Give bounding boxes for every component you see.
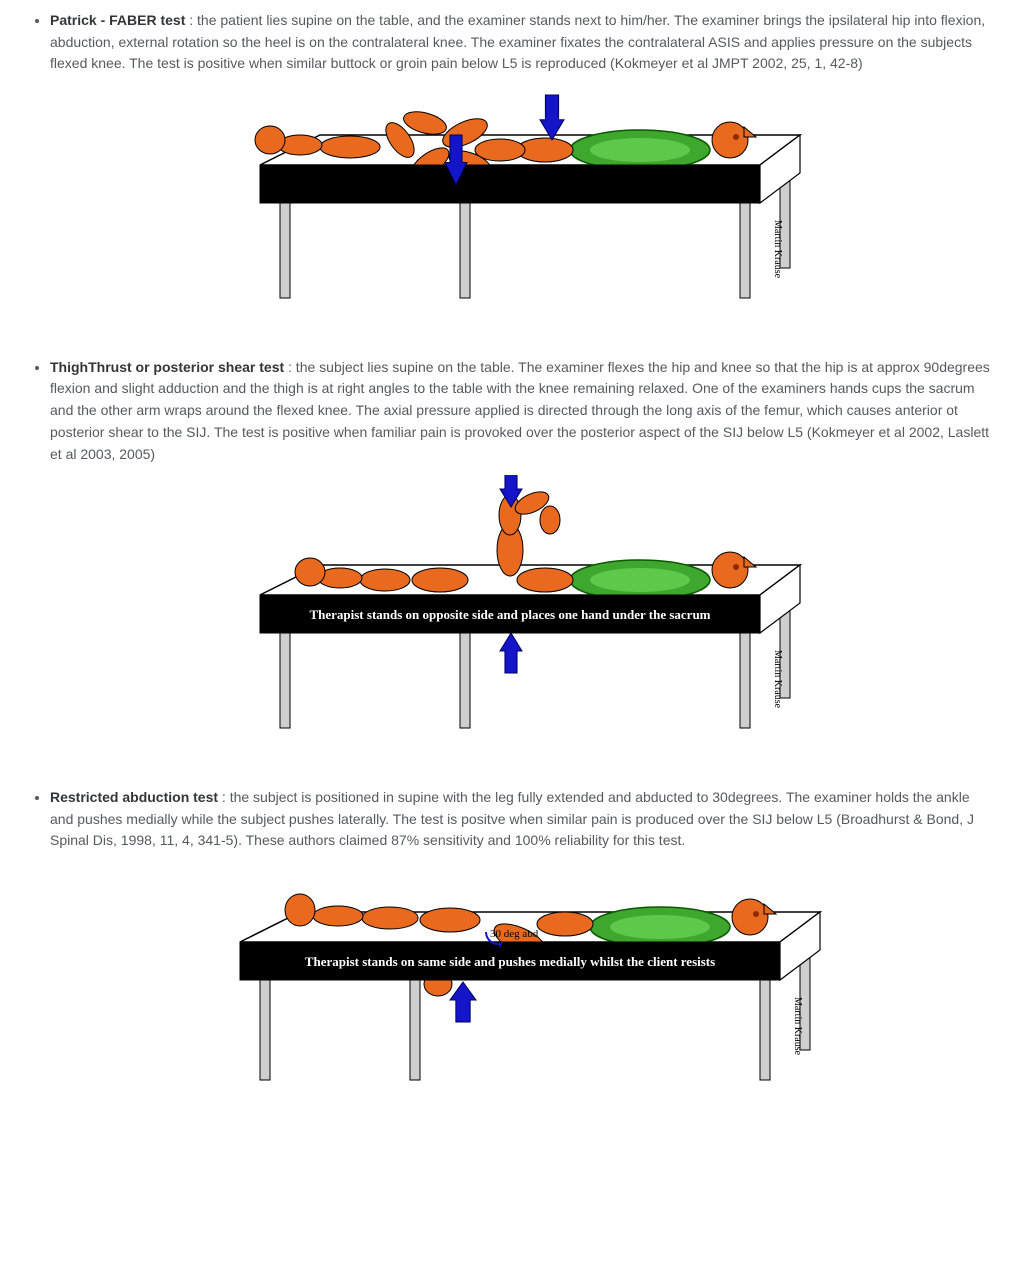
test-item: Restricted abduction test : the subject … bbox=[50, 787, 990, 1129]
svg-text:Martin Krause: Martin Krause bbox=[772, 650, 783, 709]
test-title: Restricted abduction test bbox=[50, 789, 218, 805]
test-diagram: Therapist stands on same side and pushes… bbox=[50, 862, 990, 1129]
svg-text:Martin Krause: Martin Krause bbox=[792, 997, 803, 1056]
test-text: : the patient lies supine on the table, … bbox=[50, 12, 985, 71]
test-description: Patrick - FABER test : the patient lies … bbox=[50, 10, 990, 75]
test-description: ThighThrust or posterior shear test : th… bbox=[50, 357, 990, 465]
test-item: Patrick - FABER test : the patient lies … bbox=[50, 10, 990, 332]
svg-text:Therapist stands on same side: Therapist stands on same side and pushes… bbox=[305, 954, 715, 969]
test-diagram: Therapist stands on opposite side and pl… bbox=[50, 475, 990, 762]
test-item: ThighThrust or posterior shear test : th… bbox=[50, 357, 990, 762]
svg-text:30 deg abd: 30 deg abd bbox=[490, 928, 539, 940]
test-diagram: Martin Krause bbox=[50, 85, 990, 332]
svg-text:Therapist stands on opposite s: Therapist stands on opposite side and pl… bbox=[309, 607, 710, 622]
test-title: ThighThrust or posterior shear test bbox=[50, 359, 284, 375]
test-title: Patrick - FABER test bbox=[50, 12, 185, 28]
test-description: Restricted abduction test : the subject … bbox=[50, 787, 990, 852]
test-list: Patrick - FABER test : the patient lies … bbox=[20, 10, 990, 1129]
svg-text:Martin Krause: Martin Krause bbox=[772, 220, 783, 279]
